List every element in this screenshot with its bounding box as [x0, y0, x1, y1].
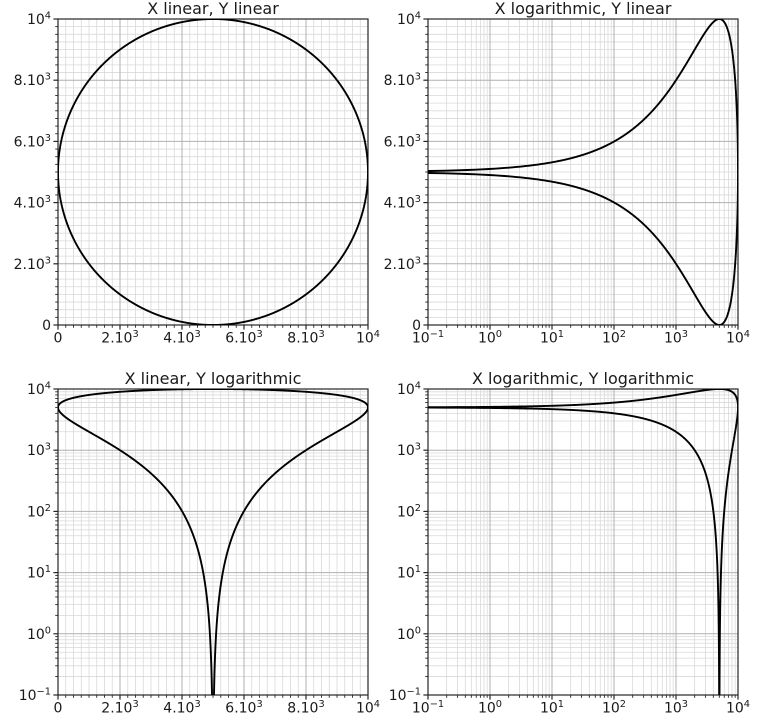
circle-curve [428, 19, 738, 325]
x-tick-label: 104 [356, 699, 380, 717]
y-tick-label: 4.103 [384, 194, 421, 212]
y-tick-label: 102 [397, 503, 421, 521]
minor-ticks [425, 391, 736, 698]
y-tick-label: 0 [412, 318, 421, 334]
subplot-x-linear-y-logarithmic: 0 2.103 4.103 6.103 8.103 104 10−1 100 101 102 103… [19, 381, 380, 717]
major-ticks [423, 388, 739, 700]
y-tick-label: 104 [27, 381, 51, 399]
minor-ticks [55, 26, 361, 328]
y-tick-label: 103 [397, 442, 421, 460]
x-tick-label: 103 [664, 699, 688, 717]
y-tick-label: 103 [27, 442, 51, 460]
y-tick-label: 0 [42, 318, 51, 334]
subplot-title-x-log-y-linear: X logarithmic, Y linear [494, 0, 672, 18]
subplot-x-linear-y-linear: 0 2.103 4.103 6.103 8.103 104 0 2.103 4.103 6.103… [14, 11, 380, 347]
x-tick-label: 8.103 [287, 699, 324, 717]
x-tick-label: 100 [478, 329, 502, 347]
y-tick-label: 4.103 [14, 194, 51, 212]
tick-labels: 0 2.103 4.103 6.103 8.103 104 0 2.103 4.103 6.103… [14, 11, 380, 347]
minor-grid [428, 389, 738, 695]
x-tick-label: 2.103 [101, 329, 138, 347]
x-tick-label: 6.103 [225, 329, 262, 347]
x-tick-label: 10−1 [412, 699, 444, 717]
circle-curve [428, 389, 738, 695]
x-tick-label: 6.103 [225, 699, 262, 717]
x-tick-label: 2.103 [101, 699, 138, 717]
x-tick-label: 101 [540, 329, 564, 347]
x-tick-label: 102 [602, 329, 626, 347]
y-tick-label: 2.103 [14, 255, 51, 273]
x-tick-label: 4.103 [163, 699, 200, 717]
x-tick-label: 101 [540, 699, 564, 717]
x-tick-label: 0 [54, 331, 63, 347]
subplot-title-x-linear-y-linear: X linear, Y linear [147, 0, 279, 18]
y-tick-label: 102 [27, 503, 51, 521]
circle-curve [58, 19, 368, 325]
x-tick-label: 4.103 [163, 329, 200, 347]
tick-labels: 0 2.103 4.103 6.103 8.103 104 10−1 100 101 102 103… [19, 381, 380, 717]
y-tick-label: 101 [27, 564, 51, 582]
axes-spines [427, 388, 739, 696]
x-tick-label: 104 [356, 329, 380, 347]
y-tick-label: 8.103 [384, 72, 421, 90]
y-tick-label: 6.103 [14, 133, 51, 151]
y-tick-label: 2.103 [384, 255, 421, 273]
x-tick-label: 8.103 [287, 329, 324, 347]
minor-grid [58, 19, 368, 325]
major-ticks [423, 18, 739, 330]
y-tick-label: 101 [397, 564, 421, 582]
y-tick-label: 104 [397, 11, 421, 29]
tick-labels: 10−1 100 101 102 103 10402.1034.1036.1038.103… [384, 11, 750, 347]
major-ticks [53, 18, 369, 330]
major-grid [427, 388, 739, 696]
minor-ticks [55, 391, 361, 698]
x-tick-label: 104 [726, 329, 750, 347]
subplot-x-logarithmic-y-linear: 10−1 100 101 102 103 10402.1034.1036.1038.103… [384, 11, 750, 347]
subplot-title-x-log-y-log: X logarithmic, Y logarithmic [472, 369, 694, 388]
minor-grid [428, 19, 738, 325]
x-tick-label: 103 [664, 329, 688, 347]
y-tick-label: 104 [27, 11, 51, 29]
y-tick-label: 100 [27, 625, 51, 643]
subplot-title-x-linear-y-log: X linear, Y logarithmic [124, 369, 302, 388]
x-tick-label: 100 [478, 699, 502, 717]
minor-ticks [425, 26, 736, 328]
major-ticks [53, 388, 369, 700]
circle-curve [58, 389, 368, 695]
y-tick-label: 100 [397, 625, 421, 643]
x-tick-label: 104 [726, 699, 750, 717]
y-tick-label: 6.103 [384, 133, 421, 151]
x-tick-label: 0 [54, 701, 63, 717]
x-tick-label: 102 [602, 699, 626, 717]
y-tick-label: 10−1 [19, 687, 51, 705]
y-tick-label: 104 [397, 381, 421, 399]
minor-grid [58, 389, 368, 695]
y-tick-label: 8.103 [14, 72, 51, 90]
